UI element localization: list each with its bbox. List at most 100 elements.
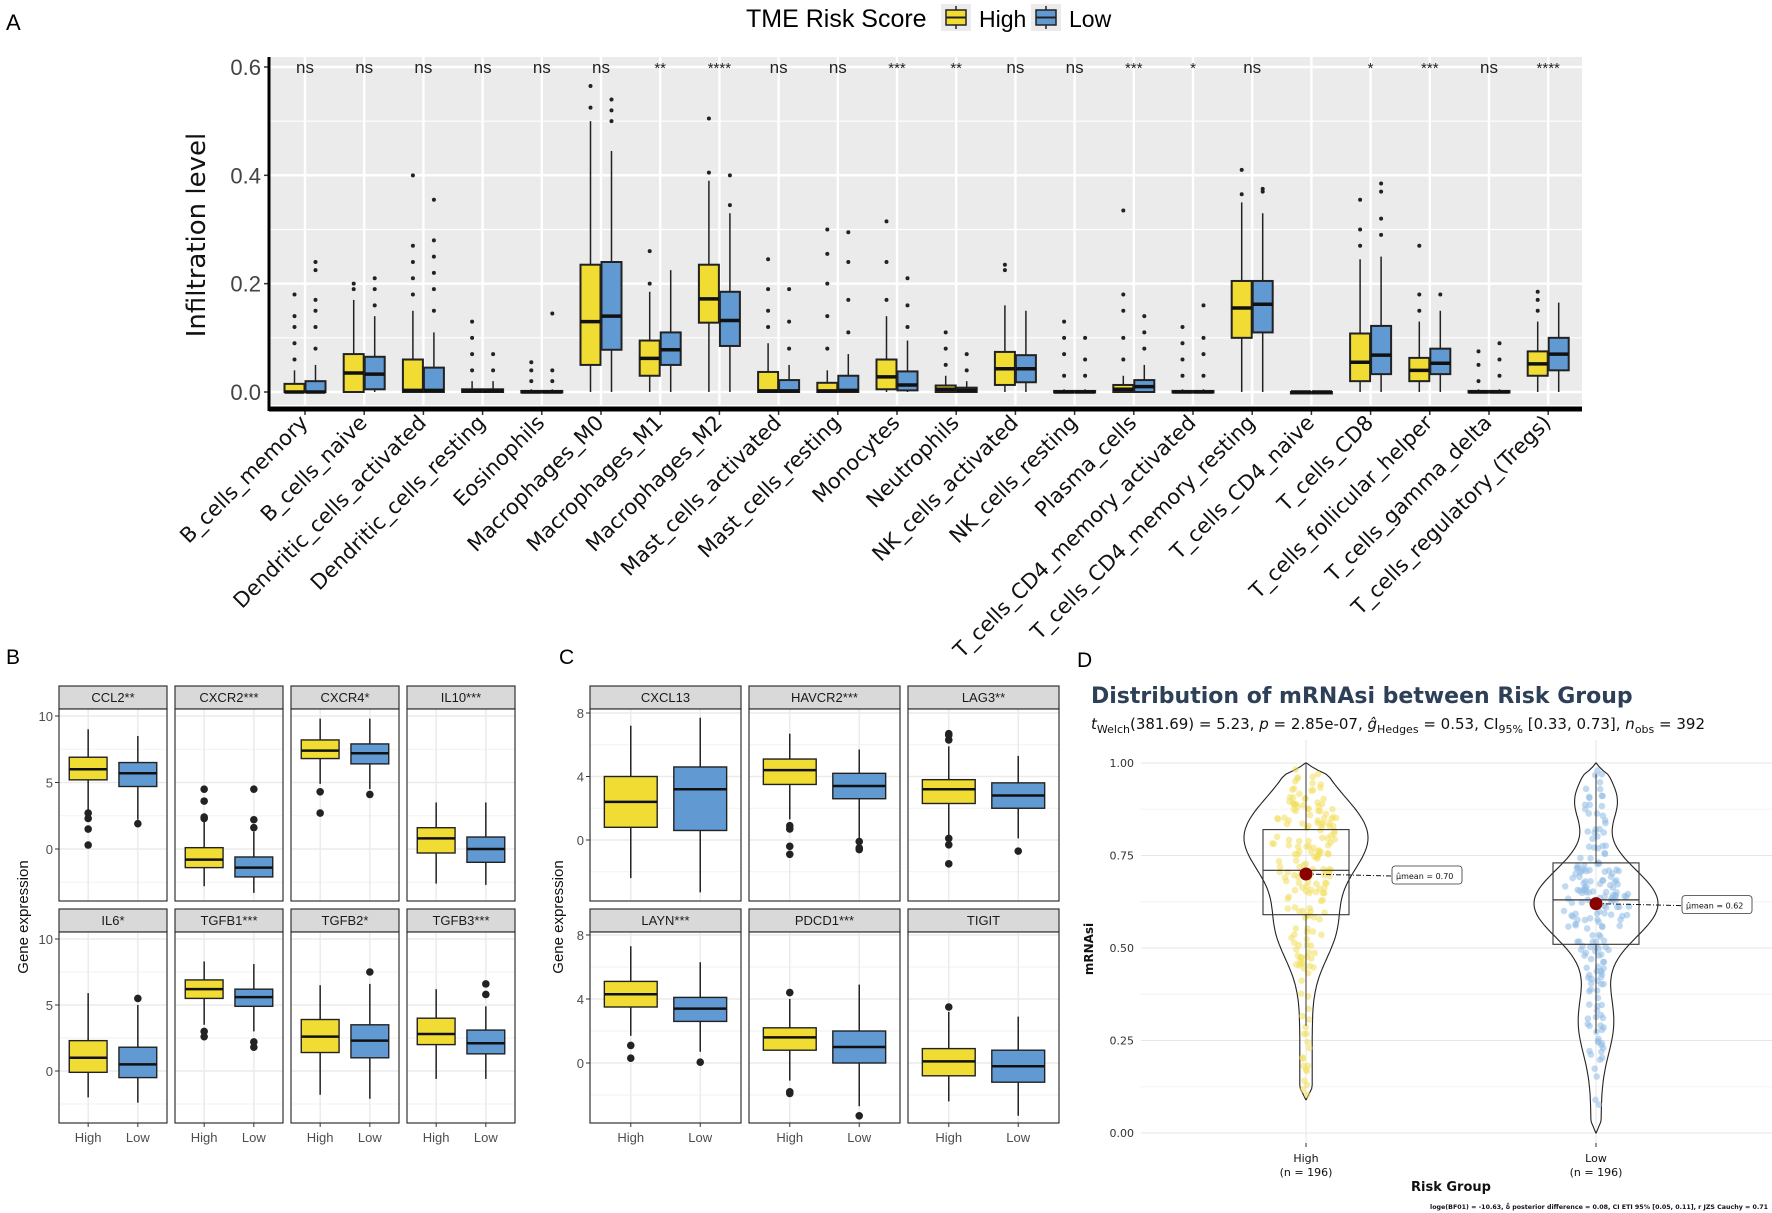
panel-label-d: D: [1077, 649, 1092, 672]
data-point: [1323, 880, 1330, 887]
box-high-outlier: [84, 809, 92, 817]
data-point: [1601, 910, 1608, 917]
data-point: [1300, 802, 1307, 809]
facet-title: TGFB1***: [200, 913, 257, 928]
facet-border: [290, 931, 400, 1124]
y-axis-title: mRNAsi: [1082, 923, 1096, 975]
box-low-B_cells_memory-outlier: [313, 346, 318, 351]
legend-title: TME Risk Score: [746, 5, 927, 33]
data-point: [1607, 911, 1615, 918]
box-high-Mast_cells_resting-outlier: [825, 251, 830, 256]
data-point: [1593, 1073, 1600, 1080]
box-high-Mast_cells_activated-box: [757, 370, 780, 394]
box-low-outlier: [250, 1043, 258, 1052]
data-point: [1309, 773, 1317, 781]
facet-CCL2: CCL2** 0 5 10: [39, 685, 168, 902]
box-low-T_cells_CD4_memory_activated-outlier: [1201, 335, 1206, 340]
data-point: [1586, 915, 1594, 922]
data-point: [1616, 922, 1623, 930]
y-axis-title: Gene expression: [550, 860, 567, 973]
box-low-T_cells_CD4_memory_activated-outlier: [1201, 303, 1206, 308]
data-point: [1621, 892, 1628, 900]
x-tick-label: High: [307, 1130, 334, 1145]
box-high-Macrophages_M2-outlier: [706, 116, 711, 121]
data-point: [1589, 835, 1596, 843]
box-high-outlier: [200, 1027, 208, 1036]
data-point: [1584, 828, 1591, 835]
data-point: [1308, 787, 1315, 794]
data-point: [1599, 877, 1606, 884]
data-point: [1283, 820, 1291, 828]
box-high-outlier: [200, 1032, 208, 1041]
data-point: [1581, 916, 1589, 924]
x-tick-label: Low: [1585, 1152, 1607, 1165]
box-low-Monocytes-outlier: [905, 325, 910, 329]
data-point: [1617, 916, 1624, 923]
box-high-B_cells_memory-outlier: [292, 292, 297, 297]
box-high-T_cells_follicular_helper-outlier: [1417, 243, 1422, 248]
significance-label: ns: [829, 58, 847, 77]
box-low-Macrophages_M2-outlier: [727, 203, 732, 208]
y-tick-label: 5: [46, 776, 53, 791]
box-high-Macrophages_M1-outlier: [647, 281, 652, 286]
box-low-outlier: [250, 823, 258, 832]
data-point: [1317, 784, 1324, 792]
box-low-Macrophages_M0-outlier: [609, 97, 614, 102]
box-high-Dendritic_cells_resting-outlier: [470, 368, 475, 373]
box-low-T_cells_CD4_memory_resting-outlier: [1260, 186, 1265, 191]
facet-title: IL10***: [441, 690, 481, 705]
box-low-box: [466, 1029, 506, 1055]
box-high-outlier: [944, 1003, 953, 1011]
facet-title: IL6*: [101, 913, 124, 928]
significance-label: ns: [414, 58, 432, 77]
data-point: [1316, 916, 1323, 923]
box-High: [1262, 829, 1350, 916]
significance-label: ***: [888, 60, 906, 77]
box-low-Macrophages_M0-box: [600, 261, 623, 351]
box-low-Dendritic_cells_activated-outlier: [431, 238, 436, 243]
y-tick-label: 1.00: [1110, 757, 1135, 770]
x-tick-label: High: [191, 1130, 218, 1145]
significance-label: ns: [533, 58, 551, 77]
data-point: [1310, 844, 1317, 852]
box-high-NK_cells_resting-outlier: [1062, 335, 1067, 340]
data-point: [1613, 877, 1620, 884]
box-low-T_cells_CD8-outlier: [1379, 181, 1384, 186]
y-axis-title: Gene expression: [15, 860, 32, 973]
x-tick-label: High: [776, 1130, 803, 1145]
data-point: [1309, 780, 1316, 787]
data-point: [1293, 946, 1300, 953]
data-point: [1582, 785, 1590, 793]
box-high-Monocytes-box: [875, 358, 898, 391]
box-low-Mast_cells_resting-outlier: [846, 330, 851, 335]
subtitle-part: 95%: [1499, 723, 1523, 736]
box-low-B_cells_memory-outlier: [313, 308, 318, 313]
facet-IL10: IL10***: [406, 685, 516, 902]
data-point: [1298, 960, 1305, 967]
box-low-outlier: [366, 968, 374, 976]
box-low-box: [673, 766, 728, 832]
significance-label: ns: [1243, 58, 1261, 77]
data-point: [1273, 833, 1281, 841]
facet-TGFB2: TGFB2* High Low: [290, 908, 400, 1145]
data-point: [1581, 952, 1588, 959]
box-high-T_cells_CD8-box: [1349, 332, 1372, 383]
facet-LAG3: LAG3**: [907, 685, 1060, 902]
box-low-Neutrophils-outlier: [964, 368, 969, 373]
data-point: [1317, 897, 1325, 905]
data-point: [1292, 925, 1300, 932]
box-high-Dendritic_cells_resting-outlier: [470, 352, 475, 357]
data-point: [1295, 879, 1303, 887]
significance-label: ns: [770, 58, 788, 77]
box-high-T_cells_gamma_delta-outlier: [1476, 349, 1481, 354]
subtitle-part: = 2.85e-07,: [1269, 715, 1368, 733]
data-point: [1303, 1091, 1311, 1099]
box-low-T_cells_follicular_helper-outlier: [1438, 292, 1443, 297]
box-high-T_cells_gamma_delta-outlier: [1476, 379, 1481, 384]
subtitle-part: t: [1091, 715, 1098, 733]
data-point: [1587, 955, 1595, 963]
data-point: [1600, 829, 1607, 836]
box-low-box: [118, 761, 158, 788]
data-point: [1296, 790, 1303, 798]
box-high-Plasma_cells-outlier: [1121, 335, 1126, 340]
